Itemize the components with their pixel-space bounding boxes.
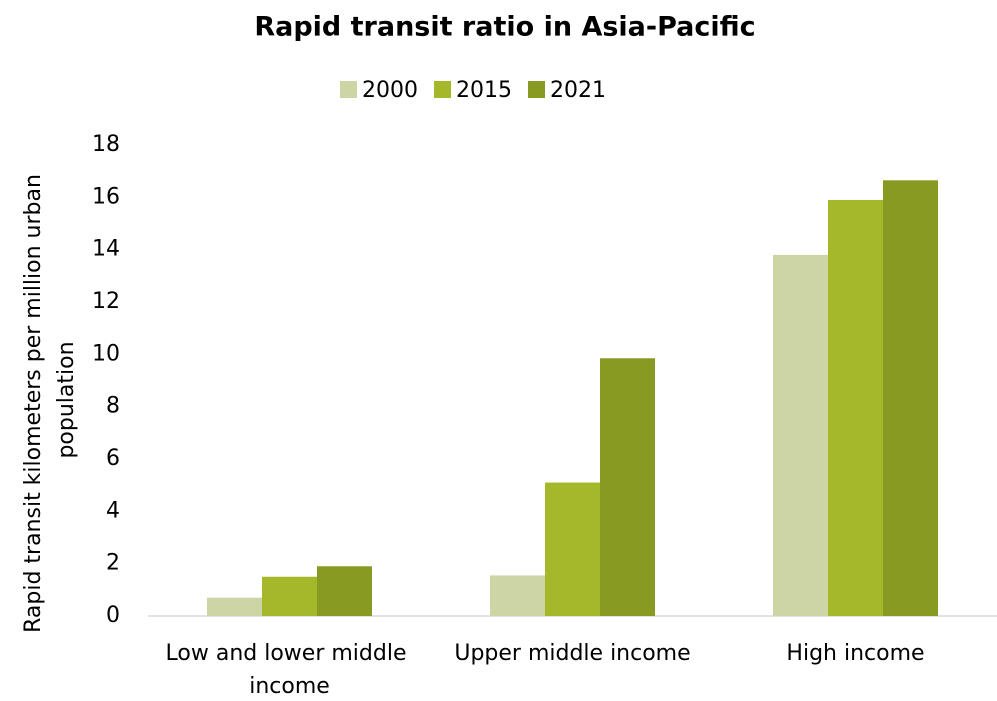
bar <box>262 576 317 616</box>
y-tick-label: 18 <box>92 132 120 157</box>
y-tick-label: 8 <box>106 394 120 419</box>
y-tick-label: 6 <box>106 446 120 471</box>
legend-label: 2000 <box>362 78 418 103</box>
y-tick-label: 0 <box>106 603 120 628</box>
x-tick-label: Low and lower middle income <box>166 641 414 699</box>
y-tick-label: 16 <box>92 184 120 209</box>
bar <box>828 199 883 616</box>
y-tick-label: 10 <box>92 341 120 366</box>
legend-swatch <box>434 81 451 98</box>
x-tick-label: Upper middle income <box>454 641 690 666</box>
bar <box>317 566 372 616</box>
x-tick-label: High income <box>786 641 924 666</box>
bar <box>773 254 828 616</box>
legend-label: 2021 <box>550 78 606 103</box>
y-tick-label: 4 <box>106 498 120 523</box>
y-tick-label: 2 <box>106 551 120 576</box>
bar <box>545 482 600 616</box>
bar <box>883 180 938 616</box>
legend-label: 2015 <box>456 78 512 103</box>
y-tick-label: 12 <box>92 289 120 314</box>
bar <box>600 358 655 616</box>
chart-title: Rapid transit ratio in Asia-Pacific <box>254 12 755 43</box>
legend-swatch <box>528 81 545 98</box>
legend-swatch <box>340 81 357 98</box>
y-tick-label: 14 <box>92 237 120 262</box>
y-axis-label: Rapid transit kilometers per million urb… <box>21 167 79 633</box>
bar <box>490 575 545 616</box>
bar <box>207 597 262 616</box>
